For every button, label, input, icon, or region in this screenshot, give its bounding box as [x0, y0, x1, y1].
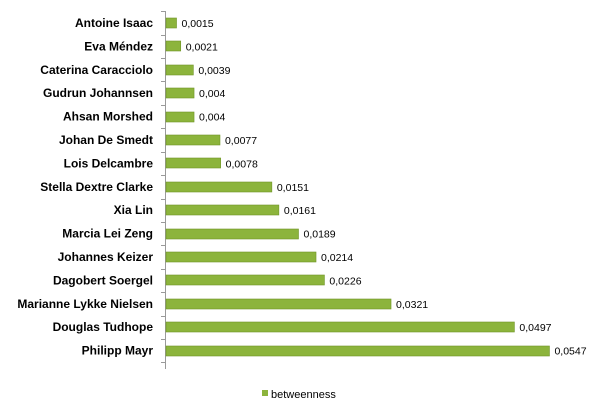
data-label: 0,0039	[198, 65, 230, 77]
data-label: 0,0189	[303, 229, 335, 241]
bar	[165, 228, 299, 240]
category-labels: Antoine Isaac Eva Méndez Caterina Caraccio…	[17, 16, 153, 358]
bar	[165, 204, 280, 216]
bars	[165, 17, 550, 357]
bar	[165, 134, 221, 146]
data-label: 0,0226	[329, 275, 361, 287]
bar	[165, 298, 392, 310]
bar	[165, 251, 317, 263]
category-label: Antoine Isaac	[75, 16, 153, 30]
category-label: Johan De Smedt	[59, 133, 153, 147]
category-label: Marcia Lei Zeng	[62, 227, 153, 241]
category-label: Ahsan Morshed	[63, 110, 153, 124]
category-label: Douglas Tudhope	[53, 320, 154, 334]
bar	[165, 40, 182, 52]
bar	[165, 181, 273, 193]
category-label: Stella Dextre Clarke	[40, 180, 153, 194]
bar	[165, 64, 194, 76]
category-label: Eva Méndez	[84, 39, 153, 53]
category-label: Caterina Caracciolo	[40, 63, 153, 77]
data-label: 0,0161	[284, 205, 316, 217]
data-label: 0,0214	[321, 252, 353, 264]
data-label: 0,0021	[186, 41, 218, 53]
bar	[165, 321, 515, 333]
category-label: Johannes Keizer	[58, 250, 154, 264]
bar	[165, 111, 195, 123]
data-label: 0,0077	[225, 135, 257, 147]
legend-swatch	[262, 390, 268, 396]
bar	[165, 157, 221, 169]
bar	[165, 87, 195, 99]
category-label: Philipp Mayr	[82, 344, 154, 358]
bar	[165, 345, 550, 357]
chart-axis	[161, 11, 166, 369]
category-label: Lois Delcambre	[64, 156, 154, 170]
category-label: Xia Lin	[114, 203, 153, 217]
data-label: 0,004	[199, 88, 225, 100]
data-label: 0,0547	[554, 346, 586, 358]
category-label: Marianne Lykke Nielsen	[17, 297, 153, 311]
bar	[165, 274, 325, 286]
bar	[165, 17, 177, 29]
data-label: 0,0151	[277, 182, 309, 194]
category-label: Gudrun Johannsen	[43, 86, 153, 100]
data-label: 0,0078	[226, 158, 258, 170]
category-label: Dagobert Soergel	[53, 273, 153, 287]
legend-label: betweenness	[271, 389, 336, 401]
value-labels: 0,00150,00210,00390,0040,0040,00770,0078…	[182, 18, 587, 358]
legend: betweenness	[262, 389, 336, 401]
data-label: 0,004	[199, 112, 225, 124]
data-label: 0,0497	[519, 322, 551, 334]
data-label: 0,0015	[182, 18, 214, 30]
data-label: 0,0321	[396, 299, 428, 311]
